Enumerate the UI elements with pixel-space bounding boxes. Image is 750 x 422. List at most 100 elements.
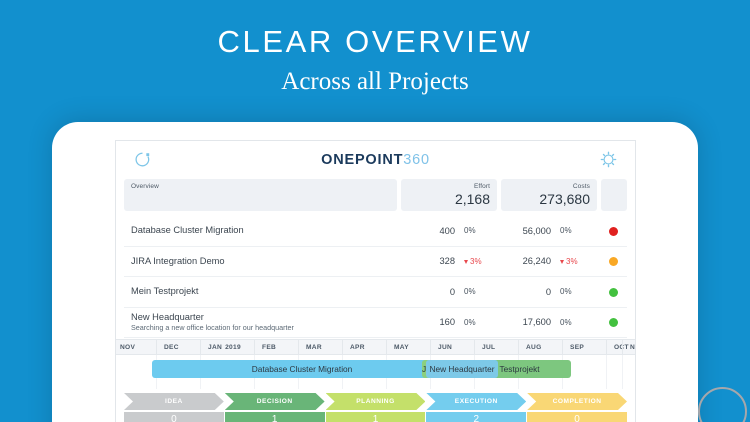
month-year: 2019 xyxy=(225,344,241,351)
project-title: Mein Testprojekt xyxy=(131,286,199,297)
gantt-bar[interactable]: Database Cluster Migration xyxy=(152,360,452,378)
table-row[interactable]: JIRA Integration Demo 328 3% 26,240 3% xyxy=(124,247,627,277)
gantt-month-label: FEB xyxy=(262,344,276,351)
home-button[interactable] xyxy=(698,387,747,422)
costs-label: Costs xyxy=(572,183,590,190)
brand-primary: ONEPOINT xyxy=(321,152,404,168)
gantt-month-divider xyxy=(562,340,563,354)
month-name: SEP xyxy=(570,344,585,351)
month-name: OCT xyxy=(614,344,629,351)
project-name-cell: New Headquarter Searching a new office lo… xyxy=(124,312,407,332)
gantt-month-divider xyxy=(518,340,519,354)
costs-delta: 0% xyxy=(551,287,599,296)
overview-cell[interactable]: Overview xyxy=(124,179,397,211)
costs-total: 273,680 xyxy=(539,191,590,207)
delta-value: 0% xyxy=(560,226,572,236)
gantt-month-divider xyxy=(622,340,623,354)
costs-delta: 0% xyxy=(551,318,599,327)
effort-value: 0 xyxy=(449,286,455,297)
gantt-month-divider xyxy=(254,340,255,354)
status-badge xyxy=(599,317,627,328)
costs-delta: 0% xyxy=(551,226,599,235)
costs-value: 17,600 xyxy=(522,317,551,328)
gantt-bar[interactable]: New Headquarter xyxy=(426,360,498,378)
costs-summary-cell[interactable]: Costs 273,680 xyxy=(501,179,597,211)
phase-chevron[interactable]: EXECUTION xyxy=(426,393,526,410)
delta-value: 0% xyxy=(464,226,476,236)
gantt-month-label: JUL xyxy=(482,344,495,351)
phase-chevron[interactable]: DECISION xyxy=(225,393,325,410)
delta-value: 0% xyxy=(464,287,476,297)
status-badge xyxy=(599,256,627,267)
overview-label: Overview xyxy=(131,183,159,190)
summary-row: Overview Effort 2,168 Costs 273,680 xyxy=(116,179,635,216)
status-column-header xyxy=(601,179,627,211)
gantt-month-divider xyxy=(606,340,607,354)
phase-chevron[interactable]: PLANNING xyxy=(326,393,426,410)
project-title: New Headquarter xyxy=(131,312,204,323)
month-name: NO xyxy=(630,344,636,351)
gantt-month-divider xyxy=(342,340,343,354)
gantt-month-divider xyxy=(474,340,475,354)
table-row[interactable]: Database Cluster Migration 400 0% 56,000 0% xyxy=(124,216,627,247)
promo-headline: CLEAR OVERVIEW xyxy=(217,24,533,59)
project-table: Database Cluster Migration 400 0% 56,000 0% J… xyxy=(116,216,635,338)
app-screen: ONEPOINT360 xyxy=(115,140,636,422)
gantt-month-label: MAY xyxy=(394,344,409,351)
project-title: JIRA Integration Demo xyxy=(131,255,225,266)
gantt-month-label: DEC xyxy=(164,344,179,351)
gantt-month-label: AUG xyxy=(526,344,542,351)
brand-secondary: 360 xyxy=(403,152,430,168)
costs-value: 0 xyxy=(545,286,551,297)
effort-total: 2,168 xyxy=(454,191,490,207)
gantt-gridline xyxy=(622,355,623,389)
phase-count: 1 xyxy=(224,412,325,422)
table-row[interactable]: New Headquarter Searching a new office lo… xyxy=(124,308,627,338)
effort-value: 328 xyxy=(439,256,455,267)
project-name-cell: JIRA Integration Demo xyxy=(124,256,407,267)
costs-delta: 3% xyxy=(551,257,599,266)
gantt-month-label: JUN xyxy=(438,344,452,351)
status-dot-icon xyxy=(608,226,618,236)
phase-chevron-row: IDEA DECISION PLANNING EXECUTION COMPLETION xyxy=(116,389,635,410)
month-name: DEC xyxy=(164,344,179,351)
month-name: APR xyxy=(350,344,365,351)
phase-count: 2 xyxy=(426,412,527,422)
gear-icon[interactable] xyxy=(600,151,617,168)
gantt-month-divider xyxy=(156,340,157,354)
phase-count: 1 xyxy=(325,412,426,422)
refresh-icon[interactable] xyxy=(134,151,151,168)
status-badge xyxy=(599,226,627,236)
table-row[interactable]: Mein Testprojekt 0 0% 0 0% xyxy=(124,277,627,308)
gantt-month-divider xyxy=(298,340,299,354)
effort-summary-cell[interactable]: Effort 2,168 xyxy=(401,179,497,211)
status-badge xyxy=(599,287,627,297)
gantt-month-label: SEP xyxy=(570,344,584,351)
effort-value: 160 xyxy=(439,317,455,328)
month-name: JUN xyxy=(438,344,453,351)
promo-subheadline: Across all Projects xyxy=(281,68,469,95)
month-name: MAY xyxy=(394,344,409,351)
delta-value: 0% xyxy=(464,317,476,327)
delta-value: 0% xyxy=(560,287,572,297)
gantt-month-label: MAR xyxy=(306,344,322,351)
gantt-month-label: NOV xyxy=(120,344,135,351)
effort-delta: 0% xyxy=(455,318,503,327)
phase-chevron[interactable]: IDEA xyxy=(124,393,224,410)
gantt-month-label: APR xyxy=(350,344,365,351)
gantt-month-label: OCT xyxy=(614,344,629,351)
month-name: FEB xyxy=(262,344,277,351)
month-name: JAN xyxy=(208,344,223,351)
month-name: AUG xyxy=(526,344,542,351)
project-title: Database Cluster Migration xyxy=(131,225,244,236)
project-name-cell: Mein Testprojekt xyxy=(124,286,407,297)
phase-count: 0 xyxy=(124,412,224,422)
gantt-month-label: NO xyxy=(630,344,636,351)
phase-chevron[interactable]: COMPLETION xyxy=(527,393,627,410)
gantt-month-divider xyxy=(386,340,387,354)
project-name-cell: Database Cluster Migration xyxy=(124,225,407,236)
phase-count: 0 xyxy=(527,412,627,422)
